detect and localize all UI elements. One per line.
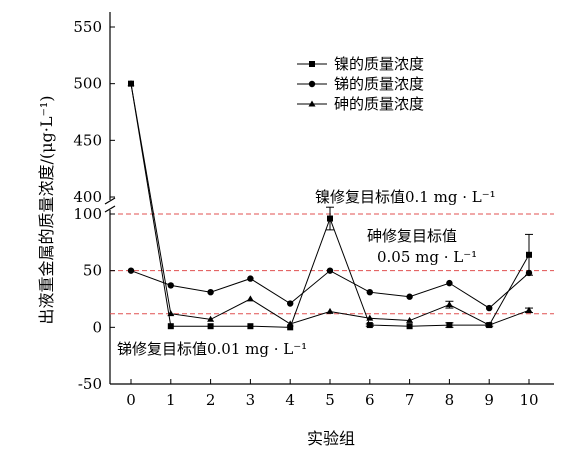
annotation-arsenic-target-value: 0.05 mg · L⁻¹ — [377, 248, 477, 266]
data-point-nickel — [327, 215, 333, 222]
legend-item-arsenic: 砷的质量浓度 — [297, 95, 424, 113]
data-point-arsenic — [366, 314, 374, 321]
y-tick-label: 450 — [73, 131, 102, 149]
x-tick-label: 2 — [206, 391, 216, 409]
y-tick-label: 50 — [83, 262, 102, 280]
reference-lines — [110, 213, 554, 315]
data-point-antimony — [207, 289, 214, 296]
x-tick-label: 6 — [365, 391, 375, 409]
y-tick-label: 500 — [73, 75, 102, 93]
data-point-nickel — [366, 322, 373, 329]
axis-break-gap — [104, 200, 116, 210]
x-tick-label: 10 — [519, 391, 538, 409]
y-axis-title: 出液重金属的质量浓度/(μg·L⁻¹) — [37, 95, 56, 324]
data-point-nickel — [247, 323, 254, 330]
data-point-nickel — [207, 323, 214, 330]
x-tick-label: 3 — [246, 391, 256, 409]
y-tick-label: 0 — [92, 318, 102, 336]
data-point-arsenic — [127, 80, 135, 87]
data-point-arsenic — [286, 320, 294, 327]
x-axis-title: 实验组 — [307, 429, 355, 448]
data-point-antimony — [247, 275, 254, 282]
data-point-arsenic — [207, 315, 215, 322]
x-tick-label: 0 — [126, 391, 136, 409]
x-tick-label: 4 — [285, 391, 295, 409]
data-point-antimony — [406, 293, 413, 300]
plot-frame — [104, 12, 554, 385]
data-point-arsenic — [406, 316, 414, 323]
x-tick-label: 9 — [484, 391, 494, 409]
data-point-antimony — [446, 279, 453, 287]
data-point-arsenic — [326, 307, 334, 314]
data-point-nickel — [526, 251, 532, 258]
y-tick-label: 550 — [73, 18, 102, 36]
legend-label-antimony: 锑的质量浓度 — [334, 75, 424, 93]
legend-label-nickel: 镍的质量浓度 — [334, 55, 424, 73]
series-nickel — [128, 80, 533, 331]
annotation-antimony-target: 锑修复目标值0.01 mg · L⁻¹ — [117, 340, 307, 358]
data-point-arsenic — [246, 295, 254, 302]
legend: 镍的质量浓度 锑的质量浓度 砷的质量浓度 — [297, 55, 424, 113]
data-point-antimony — [525, 269, 533, 277]
data-point-antimony — [167, 282, 174, 289]
data-point-arsenic — [525, 306, 533, 313]
data-point-antimony — [366, 289, 373, 296]
x-tick-label: 7 — [405, 391, 415, 409]
x-tick-label: 1 — [166, 391, 176, 409]
data-point-nickel — [287, 324, 294, 331]
data-point-arsenic — [485, 321, 493, 328]
data-point-antimony — [486, 304, 493, 312]
x-tick-label: 5 — [325, 391, 335, 409]
legend-label-arsenic: 砷的质量浓度 — [334, 95, 424, 113]
legend-item-antimony: 锑的质量浓度 — [297, 75, 424, 93]
data-point-nickel — [167, 323, 174, 330]
data-point-arsenic — [167, 310, 175, 317]
y-tick-label: 100 — [73, 205, 102, 223]
data-point-nickel — [446, 322, 453, 329]
data-point-antimony — [287, 300, 294, 307]
annotation-nickel-target: 镍修复目标值0.1 mg · L⁻¹ — [315, 188, 496, 206]
data-point-nickel — [406, 323, 413, 330]
axis-break-mark — [104, 205, 116, 213]
data-series — [127, 80, 533, 331]
data-point-arsenic — [445, 301, 453, 308]
series-arsenic — [127, 80, 533, 328]
axis-break-mark — [104, 197, 116, 205]
y-tick-label: 400 — [73, 188, 102, 206]
x-tick-label: 8 — [445, 391, 455, 409]
data-point-antimony — [127, 267, 135, 274]
annotation-arsenic-target: 砷修复目标值 — [367, 227, 457, 245]
legend-item-nickel: 镍的质量浓度 — [297, 55, 424, 73]
data-point-antimony — [326, 267, 334, 274]
y-tick-label: -50 — [78, 375, 102, 393]
series-antimony — [127, 267, 533, 312]
series-line-antimony — [130, 270, 530, 309]
